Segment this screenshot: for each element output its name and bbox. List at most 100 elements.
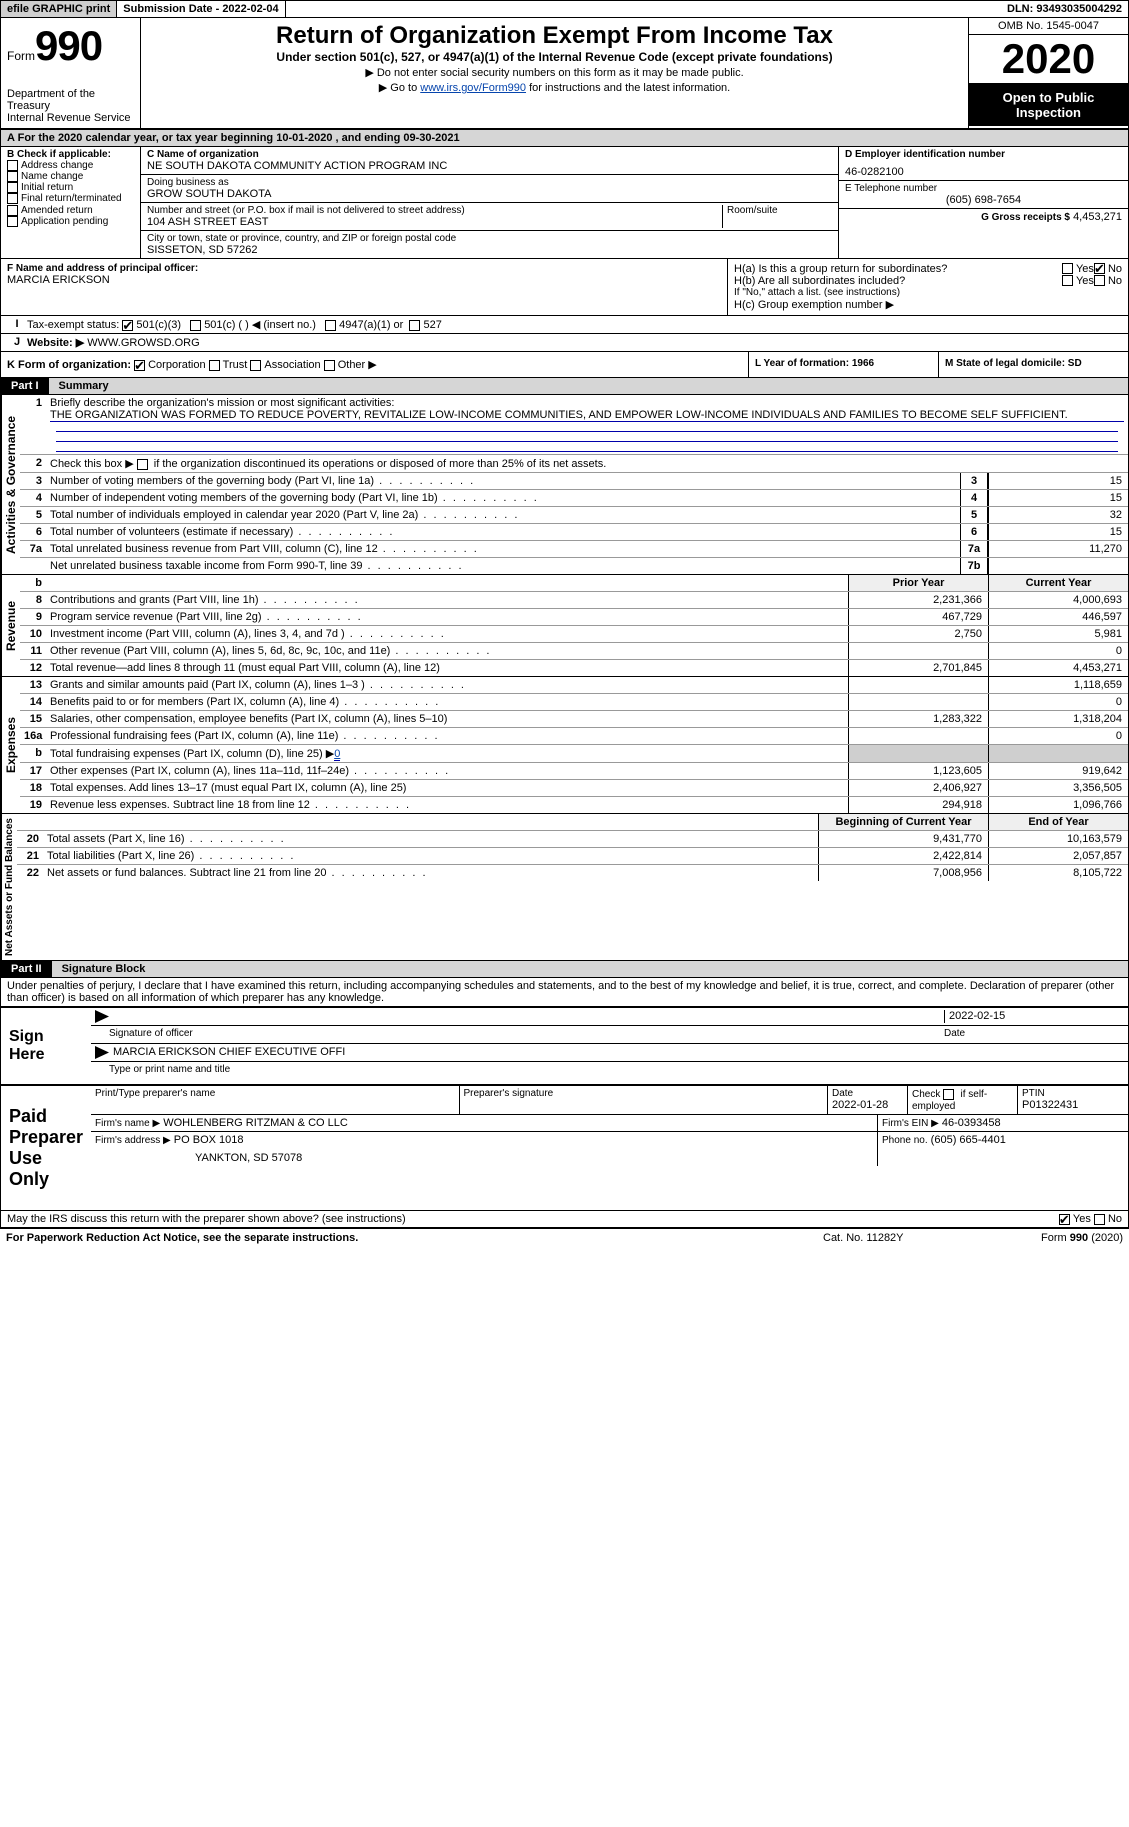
e22: 8,105,722 bbox=[988, 865, 1128, 881]
lbl-initial-return: Initial return bbox=[21, 182, 73, 193]
b20: 9,431,770 bbox=[818, 831, 988, 847]
chk-ha-no[interactable] bbox=[1094, 263, 1105, 274]
ln-7b bbox=[20, 558, 46, 574]
chk-final-return[interactable] bbox=[7, 193, 18, 204]
c12: 4,453,271 bbox=[988, 660, 1128, 676]
officer-name-title: MARCIA ERICKSON CHIEF EXECUTIVE OFFI bbox=[113, 1046, 345, 1059]
chk-corp[interactable] bbox=[134, 360, 145, 371]
chk-assoc[interactable] bbox=[250, 360, 261, 371]
ln-21: 21 bbox=[17, 848, 43, 864]
part1-label: Part I bbox=[1, 378, 49, 394]
l14: Benefits paid to or for members (Part IX… bbox=[46, 694, 848, 710]
form-number: 990 bbox=[35, 22, 102, 69]
klm-row: K Form of organization: Corporation Trus… bbox=[0, 352, 1129, 378]
title-block: Return of Organization Exempt From Incom… bbox=[141, 18, 968, 128]
ln-16a: 16a bbox=[20, 728, 46, 744]
l9: Program service revenue (Part VIII, line… bbox=[46, 609, 848, 625]
discuss-text: May the IRS discuss this return with the… bbox=[7, 1213, 1059, 1225]
chk-501c3[interactable] bbox=[122, 320, 133, 331]
l-year: L Year of formation: 1966 bbox=[748, 352, 938, 377]
check-if-applicable: B Check if applicable: Address change Na… bbox=[1, 147, 141, 258]
type-name-label: Type or print name and title bbox=[109, 1064, 230, 1078]
dba-value: GROW SOUTH DAKOTA bbox=[147, 188, 832, 200]
ln-13: 13 bbox=[20, 677, 46, 693]
chk-name-change[interactable] bbox=[7, 171, 18, 182]
k-label: K Form of organization: bbox=[7, 359, 131, 371]
c11: 0 bbox=[988, 643, 1128, 659]
b22: 7,008,956 bbox=[818, 865, 988, 881]
entity-block: B Check if applicable: Address change Na… bbox=[0, 147, 1129, 259]
c13: 1,118,659 bbox=[988, 677, 1128, 693]
mission-text: THE ORGANIZATION WAS FORMED TO REDUCE PO… bbox=[50, 409, 1124, 422]
ln-10: 10 bbox=[20, 626, 46, 642]
prep-h2: Preparer's signature bbox=[464, 1088, 824, 1099]
city-value: SISSETON, SD 57262 bbox=[147, 244, 832, 256]
ln-6: 6 bbox=[20, 524, 46, 540]
l10: Investment income (Part VIII, column (A)… bbox=[46, 626, 848, 642]
p17: 1,123,605 bbox=[848, 763, 988, 779]
c14: 0 bbox=[988, 694, 1128, 710]
firm-name: WOHLENBERG RITZMAN & CO LLC bbox=[163, 1117, 348, 1129]
period-line: A For the 2020 calendar year, or tax yea… bbox=[0, 130, 1129, 147]
lbl-app-pending: Application pending bbox=[21, 216, 108, 227]
discuss-row: May the IRS discuss this return with the… bbox=[0, 1211, 1129, 1228]
ln-5: 5 bbox=[20, 507, 46, 523]
ha-no: No bbox=[1108, 263, 1122, 275]
l16b: Total fundraising expenses (Part IX, col… bbox=[46, 745, 848, 762]
na-hdr-spacer2 bbox=[43, 814, 818, 830]
part2-title: Signature Block bbox=[52, 961, 1128, 977]
ln-1: 1 bbox=[20, 395, 46, 454]
l16a: Professional fundraising fees (Part IX, … bbox=[46, 728, 848, 744]
prep-h5: PTIN bbox=[1022, 1088, 1124, 1099]
chk-hb-yes[interactable] bbox=[1062, 275, 1073, 286]
hb-note: If "No," attach a list. (see instruction… bbox=[734, 287, 1122, 298]
chk-ha-yes[interactable] bbox=[1062, 263, 1073, 274]
prep-h1: Print/Type preparer's name bbox=[95, 1088, 455, 1099]
b-label: B Check if applicable: bbox=[7, 149, 134, 160]
form-word: Form bbox=[7, 49, 35, 63]
l21: Total liabilities (Part X, line 26) bbox=[43, 848, 818, 864]
ln-4: 4 bbox=[20, 490, 46, 506]
l8: Contributions and grants (Part VIII, lin… bbox=[46, 592, 848, 608]
form-num-footer: 990 bbox=[1070, 1232, 1088, 1244]
ha-label: H(a) Is this a group return for subordin… bbox=[734, 263, 1062, 275]
chk-discontinued[interactable] bbox=[137, 459, 148, 470]
chk-501c[interactable] bbox=[190, 320, 201, 331]
l7a: Total unrelated business revenue from Pa… bbox=[46, 541, 960, 557]
hdr-end: End of Year bbox=[988, 814, 1128, 830]
nb-5: 5 bbox=[960, 507, 988, 523]
lbl-amended: Amended return bbox=[21, 205, 93, 216]
chk-discuss-yes[interactable] bbox=[1059, 1214, 1070, 1225]
hdr-beginning: Beginning of Current Year bbox=[818, 814, 988, 830]
chk-initial-return[interactable] bbox=[7, 182, 18, 193]
chk-app-pending[interactable] bbox=[7, 216, 18, 227]
chk-address-change[interactable] bbox=[7, 160, 18, 171]
l2-text-a: Check this box ▶ bbox=[50, 458, 137, 470]
chk-hb-no[interactable] bbox=[1094, 275, 1105, 286]
m-state: M State of legal domicile: SD bbox=[938, 352, 1128, 377]
c9: 446,597 bbox=[988, 609, 1128, 625]
ln-22: 22 bbox=[17, 865, 43, 881]
officer-name: MARCIA ERICKSON bbox=[7, 274, 721, 286]
chk-4947[interactable] bbox=[325, 320, 336, 331]
chk-self-employed[interactable] bbox=[943, 1089, 954, 1100]
chk-amended[interactable] bbox=[7, 205, 18, 216]
chk-discuss-no[interactable] bbox=[1094, 1214, 1105, 1225]
ein-value: 46-0282100 bbox=[845, 166, 1122, 178]
ln-8: 8 bbox=[20, 592, 46, 608]
i-label: Tax-exempt status: bbox=[27, 319, 119, 331]
firm-phone-label: Phone no. bbox=[882, 1135, 928, 1146]
efile-print-button[interactable]: efile GRAPHIC print bbox=[1, 1, 117, 17]
hc-label: H(c) Group exemption number ▶ bbox=[734, 298, 1122, 311]
nb-6: 6 bbox=[960, 524, 988, 540]
chk-other[interactable] bbox=[324, 360, 335, 371]
penalty-text: Under penalties of perjury, I declare th… bbox=[0, 978, 1129, 1006]
nb-7b: 7b bbox=[960, 558, 988, 574]
net-assets-block: Net Assets or Fund Balances Beginning of… bbox=[0, 814, 1129, 961]
chk-527[interactable] bbox=[409, 320, 420, 331]
l11: Other revenue (Part VIII, column (A), li… bbox=[46, 643, 848, 659]
instr-goto-b: for instructions and the latest informat… bbox=[526, 82, 730, 94]
firm-ein: 46-0393458 bbox=[942, 1117, 1001, 1129]
form990-link[interactable]: www.irs.gov/Form990 bbox=[420, 82, 526, 94]
chk-trust[interactable] bbox=[209, 360, 220, 371]
